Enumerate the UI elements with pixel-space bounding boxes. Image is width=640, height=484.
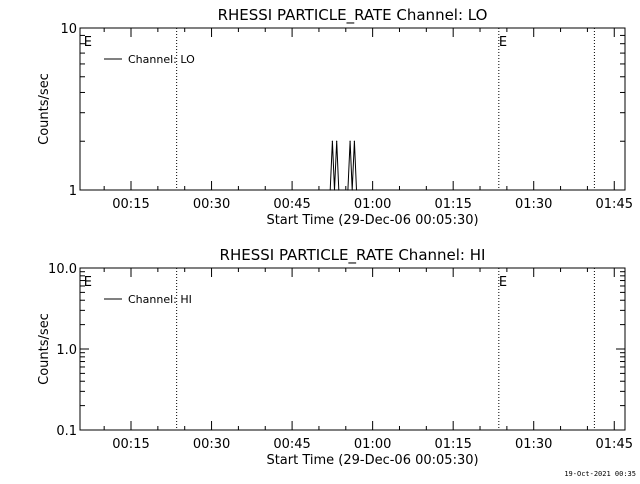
y-tick-label: 10 (60, 22, 77, 37)
x-axis-label: Start Time (29-Dec-06 00:05:30) (266, 453, 478, 468)
event-marker-label: E (499, 35, 507, 50)
y-tick-label: 1 (69, 184, 77, 199)
x-tick-label: 01:30 (515, 437, 552, 452)
x-tick-label: 01:15 (434, 197, 471, 212)
data-point (338, 189, 340, 191)
y-tick-label: 10.0 (48, 262, 77, 277)
y-axis-label: Counts/sec (37, 313, 52, 385)
x-tick-label: 01:15 (434, 437, 471, 452)
legend-label: Channel: LO (128, 53, 195, 66)
y-tick-label: 0.1 (56, 424, 77, 439)
x-tick-label: 00:15 (112, 197, 149, 212)
data-point (329, 189, 331, 191)
x-tick-label: 00:45 (273, 197, 310, 212)
event-marker-label: E (84, 275, 92, 290)
x-tick-label: 00:45 (273, 437, 310, 452)
footer-timestamp: 19-Oct-2021 00:35 (564, 470, 636, 478)
data-point (331, 140, 333, 142)
x-tick-label: 01:45 (596, 197, 633, 212)
x-tick-label: 01:00 (354, 437, 391, 452)
x-axis-label: Start Time (29-Dec-06 00:05:30) (266, 213, 478, 228)
chart-title: RHESSI PARTICLE_RATE Channel: HI (220, 246, 486, 265)
x-tick-label: 01:45 (596, 437, 633, 452)
y-tick-label: 1.0 (56, 343, 77, 358)
data-point (333, 189, 336, 191)
chart-title: RHESSI PARTICLE_RATE Channel: LO (218, 6, 488, 25)
x-tick-label: 00:30 (193, 437, 230, 452)
x-tick-label: 00:30 (193, 197, 230, 212)
legend-label: Channel: HI (128, 293, 192, 306)
y-axis-label: Counts/sec (37, 73, 52, 145)
data-point (355, 189, 358, 191)
data-point (353, 140, 355, 142)
data-point (351, 189, 353, 191)
data-point (349, 140, 351, 142)
x-tick-label: 00:15 (112, 437, 149, 452)
x-tick-label: 01:30 (515, 197, 552, 212)
x-tick-label: 01:00 (354, 197, 391, 212)
series-line (329, 141, 357, 191)
event-marker-label: E (84, 35, 92, 50)
event-marker-label: E (499, 275, 507, 290)
data-point (347, 189, 349, 191)
data-point (336, 140, 338, 142)
